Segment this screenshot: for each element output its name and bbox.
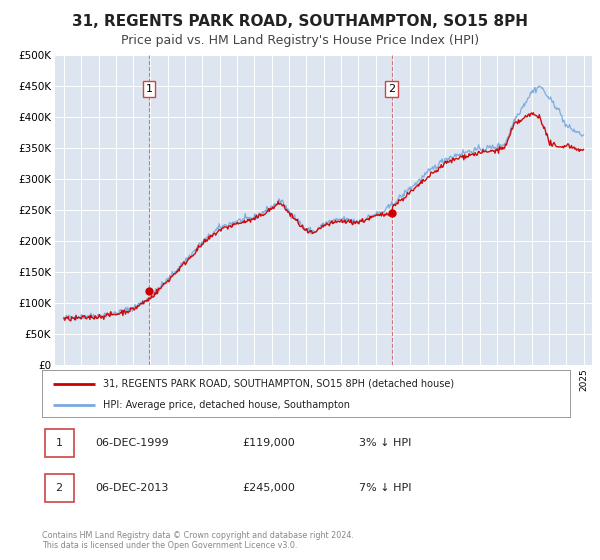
Text: £119,000: £119,000: [242, 438, 295, 448]
Text: 31, REGENTS PARK ROAD, SOUTHAMPTON, SO15 8PH (detached house): 31, REGENTS PARK ROAD, SOUTHAMPTON, SO15…: [103, 379, 454, 389]
Text: 31, REGENTS PARK ROAD, SOUTHAMPTON, SO15 8PH: 31, REGENTS PARK ROAD, SOUTHAMPTON, SO15…: [72, 14, 528, 29]
Text: 06-DEC-1999: 06-DEC-1999: [95, 438, 169, 448]
Text: Contains HM Land Registry data © Crown copyright and database right 2024.
This d: Contains HM Land Registry data © Crown c…: [42, 530, 354, 550]
Text: 7% ↓ HPI: 7% ↓ HPI: [359, 483, 412, 493]
Text: 2: 2: [56, 483, 63, 493]
Text: 1: 1: [56, 438, 62, 448]
FancyBboxPatch shape: [44, 474, 74, 502]
Text: 1: 1: [146, 84, 152, 94]
Text: 2: 2: [388, 84, 395, 94]
Text: HPI: Average price, detached house, Southampton: HPI: Average price, detached house, Sout…: [103, 400, 350, 410]
Text: 06-DEC-2013: 06-DEC-2013: [95, 483, 168, 493]
FancyBboxPatch shape: [44, 429, 74, 457]
Text: Price paid vs. HM Land Registry's House Price Index (HPI): Price paid vs. HM Land Registry's House …: [121, 34, 479, 46]
Text: £245,000: £245,000: [242, 483, 296, 493]
Text: 3% ↓ HPI: 3% ↓ HPI: [359, 438, 411, 448]
